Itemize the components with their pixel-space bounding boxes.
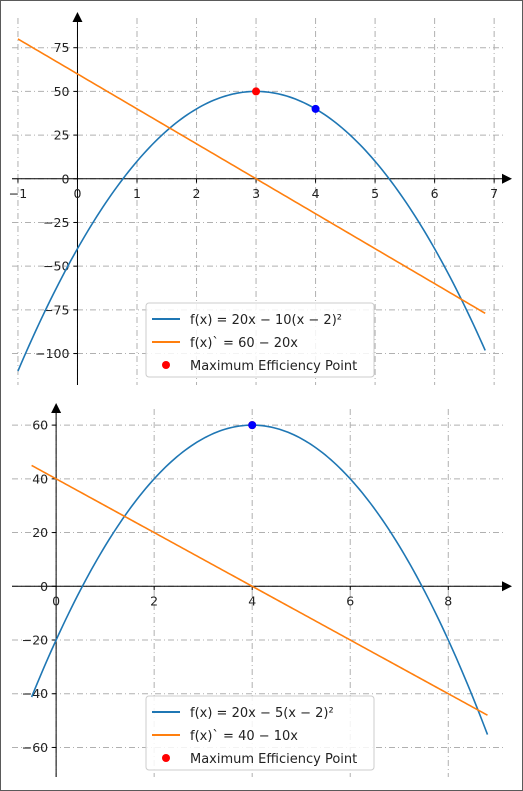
- y-tick-label: 0: [62, 171, 70, 186]
- series-line-derivative: [17, 38, 486, 315]
- x-tick-label: 2: [150, 593, 158, 608]
- y-tick-label: −75: [43, 302, 69, 317]
- bottom-chart: 0 2 4 6 8 60 40 20 0 −20 −40 −60 f(x) = 20x − 5(x − …: [12, 403, 512, 777]
- x-tick-label: 0: [52, 593, 60, 608]
- legend-label: f(x) = 20x − 5(x − 2)²: [190, 706, 334, 721]
- y-tick-label: 60: [32, 418, 48, 433]
- legend-point-marker: [162, 361, 170, 369]
- y-tick-label: 20: [32, 525, 48, 540]
- series-line-function: [30, 424, 489, 735]
- legend-label: f(x) = 20x − 10(x − 2)²: [190, 313, 342, 328]
- y-tick-label: −60: [22, 740, 48, 755]
- x-tick-label: 4: [248, 593, 256, 608]
- x-tick-label: 7: [490, 186, 498, 201]
- legend: f(x) = 20x − 10(x − 2)² f(x)` = 60 − 20x M…: [145, 302, 375, 378]
- x-tick-label: 0: [73, 186, 81, 201]
- y-tick-label: −40: [22, 686, 48, 701]
- selected-point: [248, 421, 257, 430]
- y-tick-label: 50: [54, 84, 70, 99]
- y-tick-label: 40: [32, 471, 48, 486]
- x-tick-label: 5: [371, 186, 379, 201]
- series-line-derivative: [31, 464, 488, 716]
- top-chart: −1 0 1 2 3 4 5 6 7 75 50 25 0 −25 −50 −75 −100 f(x) = 20x…: [9, 12, 512, 385]
- maximum-efficiency-point: [252, 87, 261, 96]
- x-axis-arrow: [502, 173, 512, 184]
- legend-box: [145, 302, 375, 378]
- y-tick-label: −20: [22, 633, 48, 648]
- legend-point-marker: [162, 754, 170, 762]
- legend-box: [145, 695, 375, 771]
- x-tick-label: 1: [133, 186, 141, 201]
- x-tick-label: 6: [346, 593, 354, 608]
- x-tick-label: 4: [312, 186, 320, 201]
- y-tick-label: −25: [43, 215, 69, 230]
- series-line-function: [17, 90, 486, 372]
- x-tick-label: 3: [252, 186, 260, 201]
- legend-label: Maximum Efficiency Point: [190, 359, 357, 374]
- x-axis-arrow: [502, 581, 512, 592]
- y-axis-arrow: [51, 403, 62, 413]
- legend-label: f(x)` = 40 − 10x: [190, 729, 298, 744]
- y-tick-label: −100: [35, 346, 69, 361]
- y-tick-label: 0: [40, 579, 48, 594]
- legend-label: Maximum Efficiency Point: [190, 752, 357, 767]
- y-tick-label: 75: [54, 40, 70, 55]
- x-tick-label: −1: [9, 186, 27, 201]
- y-tick-label: −50: [43, 259, 69, 274]
- legend-label: f(x)` = 60 − 20x: [190, 336, 298, 351]
- selected-point: [311, 104, 320, 113]
- y-tick-label: 25: [54, 128, 70, 143]
- legend: f(x) = 20x − 5(x − 2)² f(x)` = 40 − 10x Ma…: [145, 695, 375, 771]
- x-tick-label: 8: [444, 593, 452, 608]
- x-tick-label: 2: [193, 186, 201, 201]
- x-tick-label: 6: [431, 186, 439, 201]
- y-axis-arrow: [72, 12, 83, 22]
